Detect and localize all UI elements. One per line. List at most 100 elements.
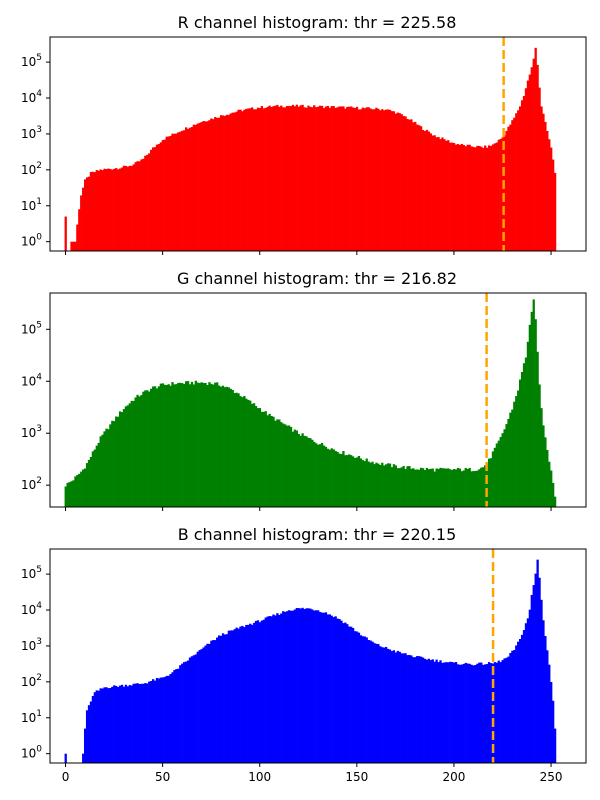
g-channel-bar-217 — [485, 463, 489, 507]
b-channel-bar-38 — [138, 683, 141, 763]
b-channel-bar-228 — [507, 656, 510, 763]
r-channel-bar-135 — [326, 105, 330, 252]
b-channel-bar-140 — [336, 618, 339, 763]
g-channel-bar-154 — [363, 461, 366, 507]
g-channel-bar-94 — [247, 399, 250, 507]
b-channel-bar-11 — [85, 710, 89, 763]
g-channel-bar-67 — [194, 380, 197, 507]
g-channel-ytick-label: 103 — [21, 424, 42, 440]
b-channel-bar-83 — [225, 634, 229, 763]
g-channel-bar-189 — [431, 468, 434, 507]
g-channel-bar-146 — [348, 454, 351, 507]
r-channel-bar-102 — [262, 108, 265, 251]
b-channel-bar-40 — [142, 683, 145, 763]
r-channel-bar-160 — [375, 107, 378, 251]
g-channel-bar-169 — [392, 464, 396, 507]
g-channel-bar-35 — [132, 400, 135, 507]
b-channel-bar-202 — [456, 664, 460, 763]
g-channel-bar-206 — [464, 467, 467, 507]
b-channel-bar-134 — [324, 612, 328, 763]
b-channel-bar-240 — [530, 594, 533, 763]
b-channel-xtick-label: 200 — [442, 770, 465, 784]
r-channel-bar-54 — [169, 135, 172, 251]
r-channel-bars — [64, 47, 557, 252]
r-channel-bar-52 — [165, 136, 168, 251]
g-channel-bar-138 — [332, 449, 335, 507]
b-channel-bar-168 — [390, 651, 394, 763]
b-channel-bar-158 — [371, 641, 374, 763]
g-channel-bar-8 — [80, 471, 83, 507]
r-channel-bar-32 — [126, 166, 129, 251]
b-channel-bar-104 — [266, 616, 269, 763]
g-channel-bar-114 — [285, 425, 289, 507]
b-channel-xtick-label: 0 — [62, 770, 70, 784]
g-channel-bar-235 — [520, 371, 524, 507]
g-channel-bar-233 — [517, 390, 520, 507]
g-channel-bar-15 — [93, 449, 96, 507]
b-channel-bar-102 — [262, 619, 265, 763]
b-channel-bar-23 — [109, 688, 112, 763]
b-channel-bar-138 — [332, 617, 335, 763]
r-channel-bar-146 — [348, 106, 351, 251]
g-channel-bar-207 — [466, 468, 469, 507]
b-channel-ytick-label: 101 — [21, 709, 42, 725]
g-channel-bar-242 — [534, 319, 537, 507]
r-channel-bar-114 — [285, 105, 289, 252]
b-channel-bar-192 — [437, 662, 440, 763]
r-channel-bar-210 — [472, 147, 475, 251]
b-channel-bar-25 — [113, 685, 116, 763]
b-channel-bar-27 — [117, 686, 120, 763]
b-channel-bar-212 — [476, 663, 479, 763]
b-channel-bar-125 — [307, 608, 310, 763]
g-channel-bar-68 — [196, 382, 199, 507]
r-channel-bar-36 — [134, 162, 137, 251]
r-channel-bar-194 — [441, 137, 444, 251]
b-channel-bar-211 — [474, 664, 477, 763]
b-channel-bar-239 — [528, 609, 531, 763]
b-channel-bar-123 — [303, 609, 306, 763]
r-channel-bar-170 — [394, 113, 397, 252]
r-channel-bar-44 — [150, 149, 153, 251]
r-channel-bar-237 — [524, 88, 528, 251]
r-channel-bar-215 — [482, 147, 485, 251]
g-channel-bar-159 — [373, 464, 376, 507]
g-channel-bar-205 — [462, 470, 465, 507]
g-channel-bar-33 — [128, 403, 131, 507]
r-channel-bar-130 — [317, 106, 320, 251]
b-channel-bar-103 — [264, 617, 267, 763]
b-channel-bar-251 — [552, 700, 555, 763]
g-channel-bar-72 — [204, 383, 207, 507]
b-channel-bar-188 — [429, 660, 432, 763]
r-channel-bar-28 — [118, 168, 122, 251]
r-channel-bar-73 — [206, 121, 209, 251]
g-channel-bar-107 — [272, 416, 275, 507]
r-channel-bar-120 — [297, 106, 300, 252]
r-channel-bar-181 — [416, 124, 419, 251]
b-channel-axes-frame — [49, 548, 587, 764]
b-channel-bar-106 — [270, 616, 273, 763]
r-channel-bar-168 — [390, 111, 394, 251]
b-channel-bar-173 — [400, 653, 403, 763]
g-channel-bar-26 — [115, 416, 118, 507]
b-channel-bar-137 — [330, 615, 333, 763]
r-channel-bar-95 — [249, 108, 252, 251]
g-channel-bar-32 — [126, 405, 129, 507]
r-channel-bar-192 — [437, 136, 440, 251]
r-channel-bar-180 — [414, 121, 417, 251]
b-channel-bar-160 — [375, 643, 378, 763]
g-channel-bar-95 — [249, 400, 252, 507]
r-channel-bar-165 — [385, 109, 388, 251]
b-channel-bar-167 — [388, 649, 392, 763]
b-channel-bar-191 — [435, 659, 438, 763]
b-channel-bar-75 — [210, 640, 213, 763]
b-channel-bar-110 — [278, 614, 281, 763]
b-channel-bar-249 — [548, 664, 551, 763]
r-channel-bar-56 — [173, 133, 176, 251]
r-channel-bar-199 — [451, 142, 454, 251]
g-channel-bar-14 — [91, 451, 95, 507]
r-channel-bar-30 — [122, 165, 126, 251]
g-channel-bar-132 — [320, 442, 324, 507]
r-channel-bar-127 — [311, 107, 314, 251]
b-channel-bar-55 — [171, 672, 174, 763]
r-channel-bar-190 — [433, 135, 436, 251]
